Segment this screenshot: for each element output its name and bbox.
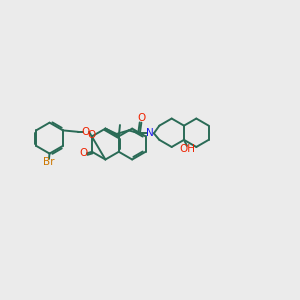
Text: O: O [87,130,95,140]
Text: OH: OH [180,144,196,154]
Text: O: O [82,127,90,137]
Text: N: N [146,128,154,138]
Text: Br: Br [43,158,55,167]
Text: O: O [80,148,88,158]
Text: O: O [137,112,146,123]
